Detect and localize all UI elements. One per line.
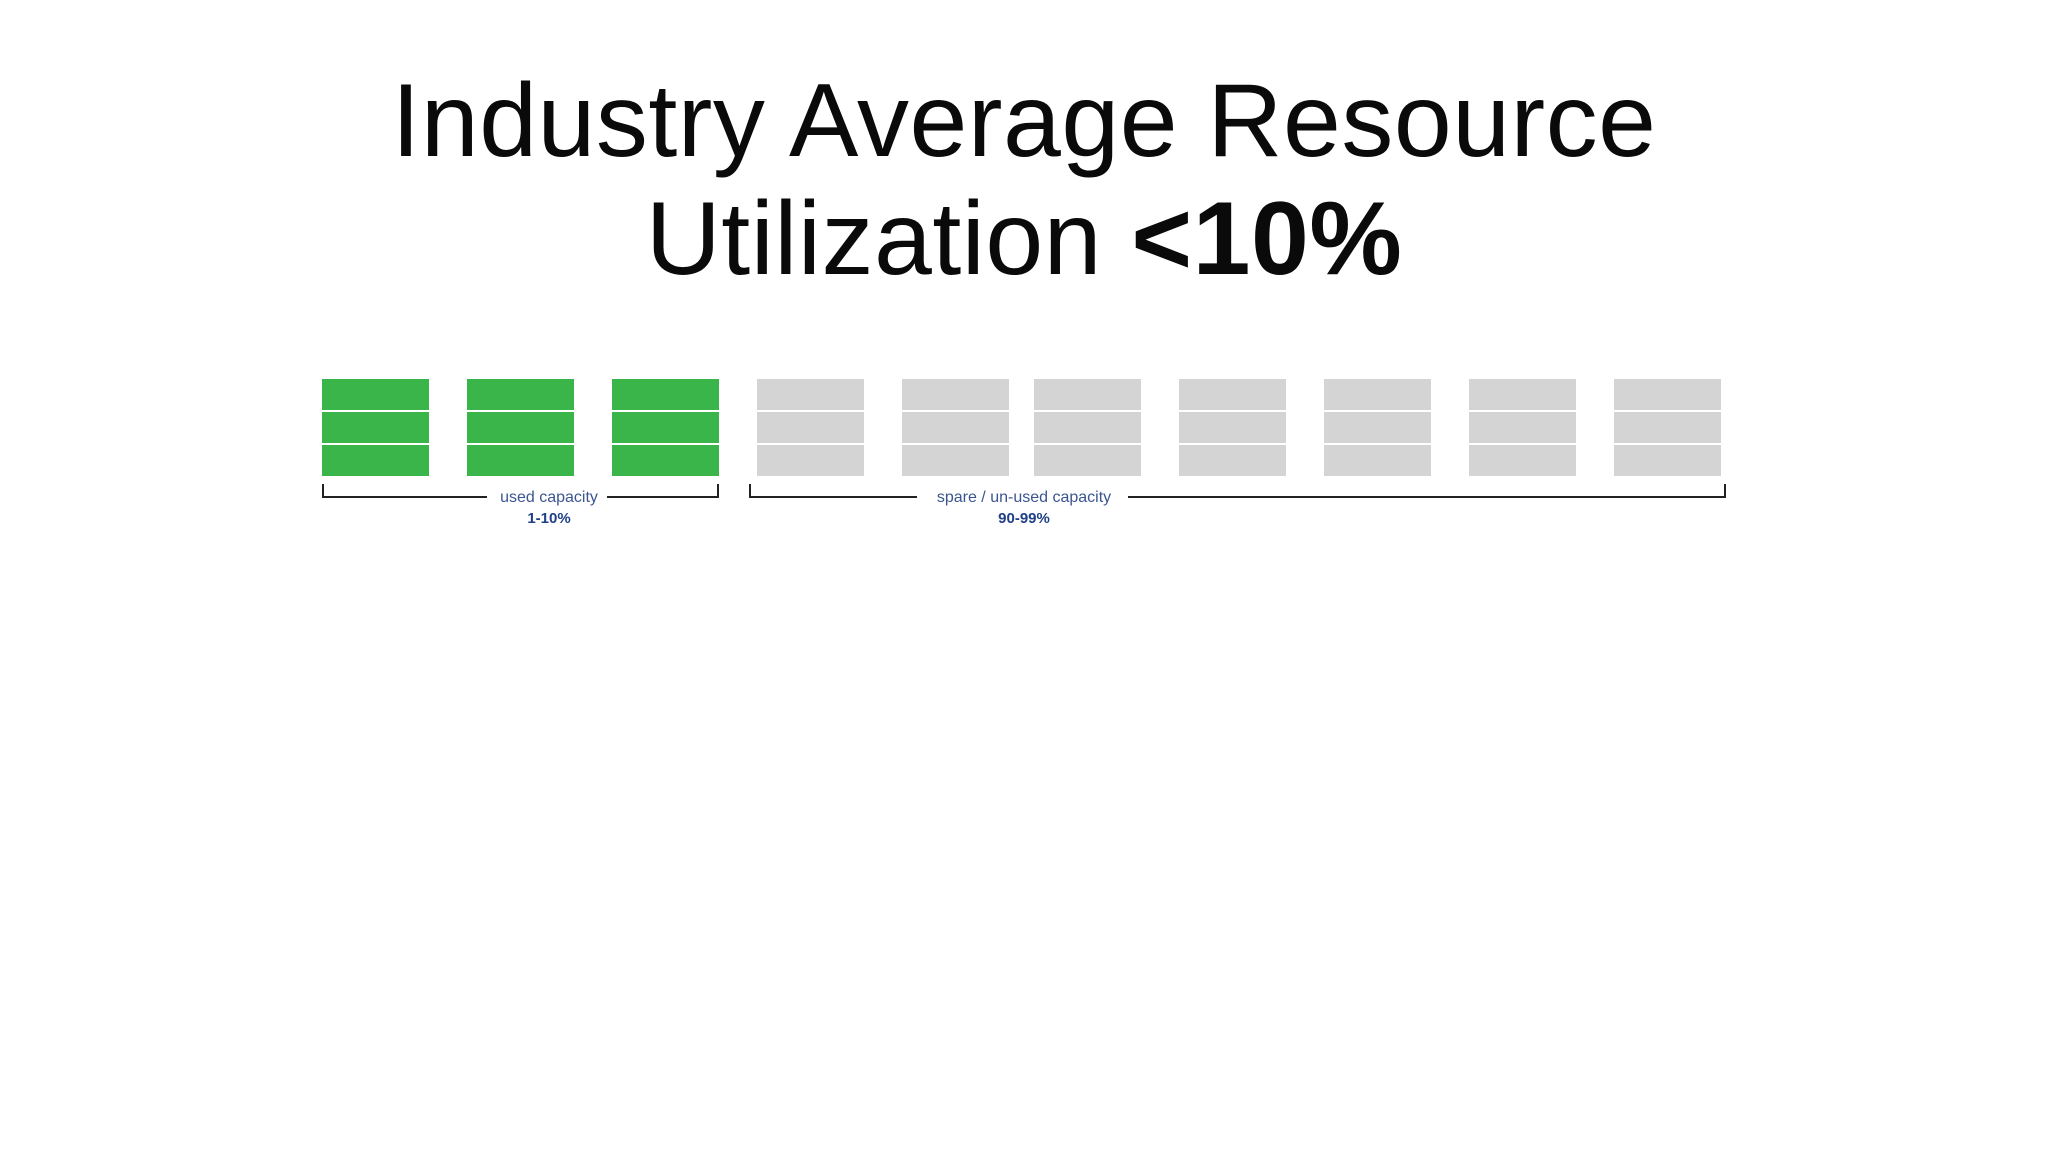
server-slot xyxy=(1469,445,1576,476)
server-slot xyxy=(757,379,864,410)
server-slot xyxy=(757,412,864,443)
server-spare-7 xyxy=(1179,379,1286,476)
server-used-3 xyxy=(612,379,719,476)
server-spare-5 xyxy=(902,379,1009,476)
server-spare-6 xyxy=(1034,379,1141,476)
used-capacity-label: used capacity xyxy=(500,489,598,506)
server-slot xyxy=(612,379,719,410)
server-slot xyxy=(1614,412,1721,443)
server-used-2 xyxy=(467,379,574,476)
server-spare-9 xyxy=(1469,379,1576,476)
server-slot xyxy=(1179,445,1286,476)
used-capacity-bracket: used capacity 1-10% xyxy=(322,484,719,527)
server-slot xyxy=(1469,379,1576,410)
server-slot xyxy=(322,379,429,410)
server-slot xyxy=(322,445,429,476)
title-line-1: Industry Average Resource xyxy=(391,63,1657,179)
server-slot xyxy=(902,445,1009,476)
spare-bracket-line xyxy=(749,484,1726,498)
server-slot xyxy=(1324,412,1431,443)
server-slot xyxy=(1034,412,1141,443)
slide-title: Industry Average Resource Utilization <1… xyxy=(0,62,2048,298)
title-line-2: Utilization <10% xyxy=(0,180,2048,298)
server-slot xyxy=(467,379,574,410)
server-slot xyxy=(612,412,719,443)
spare-capacity-range: 90-99% xyxy=(998,510,1050,527)
server-slot xyxy=(1324,379,1431,410)
server-used-1 xyxy=(322,379,429,476)
server-spare-10 xyxy=(1614,379,1721,476)
server-slot xyxy=(467,412,574,443)
server-slot xyxy=(467,445,574,476)
server-slot xyxy=(1614,445,1721,476)
title-line-2-prefix: Utilization xyxy=(645,181,1132,297)
server-slot xyxy=(1469,412,1576,443)
server-slot xyxy=(322,412,429,443)
server-slot xyxy=(1034,445,1141,476)
used-bracket-line xyxy=(322,484,719,498)
spare-capacity-label: spare / un-used capacity xyxy=(937,489,1111,506)
title-emphasis: <10% xyxy=(1131,181,1403,297)
spare-capacity-bracket: spare / un-used capacity 90-99% xyxy=(749,484,1726,527)
server-slot xyxy=(1614,379,1721,410)
server-spare-4 xyxy=(757,379,864,476)
server-racks xyxy=(322,379,1721,476)
server-slot xyxy=(902,412,1009,443)
server-slot xyxy=(1034,379,1141,410)
server-slot xyxy=(1179,412,1286,443)
server-slot xyxy=(1324,445,1431,476)
server-slot xyxy=(1179,379,1286,410)
used-capacity-range: 1-10% xyxy=(527,510,570,527)
server-spare-8 xyxy=(1324,379,1431,476)
server-slot xyxy=(612,445,719,476)
server-slot xyxy=(757,445,864,476)
server-slot xyxy=(902,379,1009,410)
